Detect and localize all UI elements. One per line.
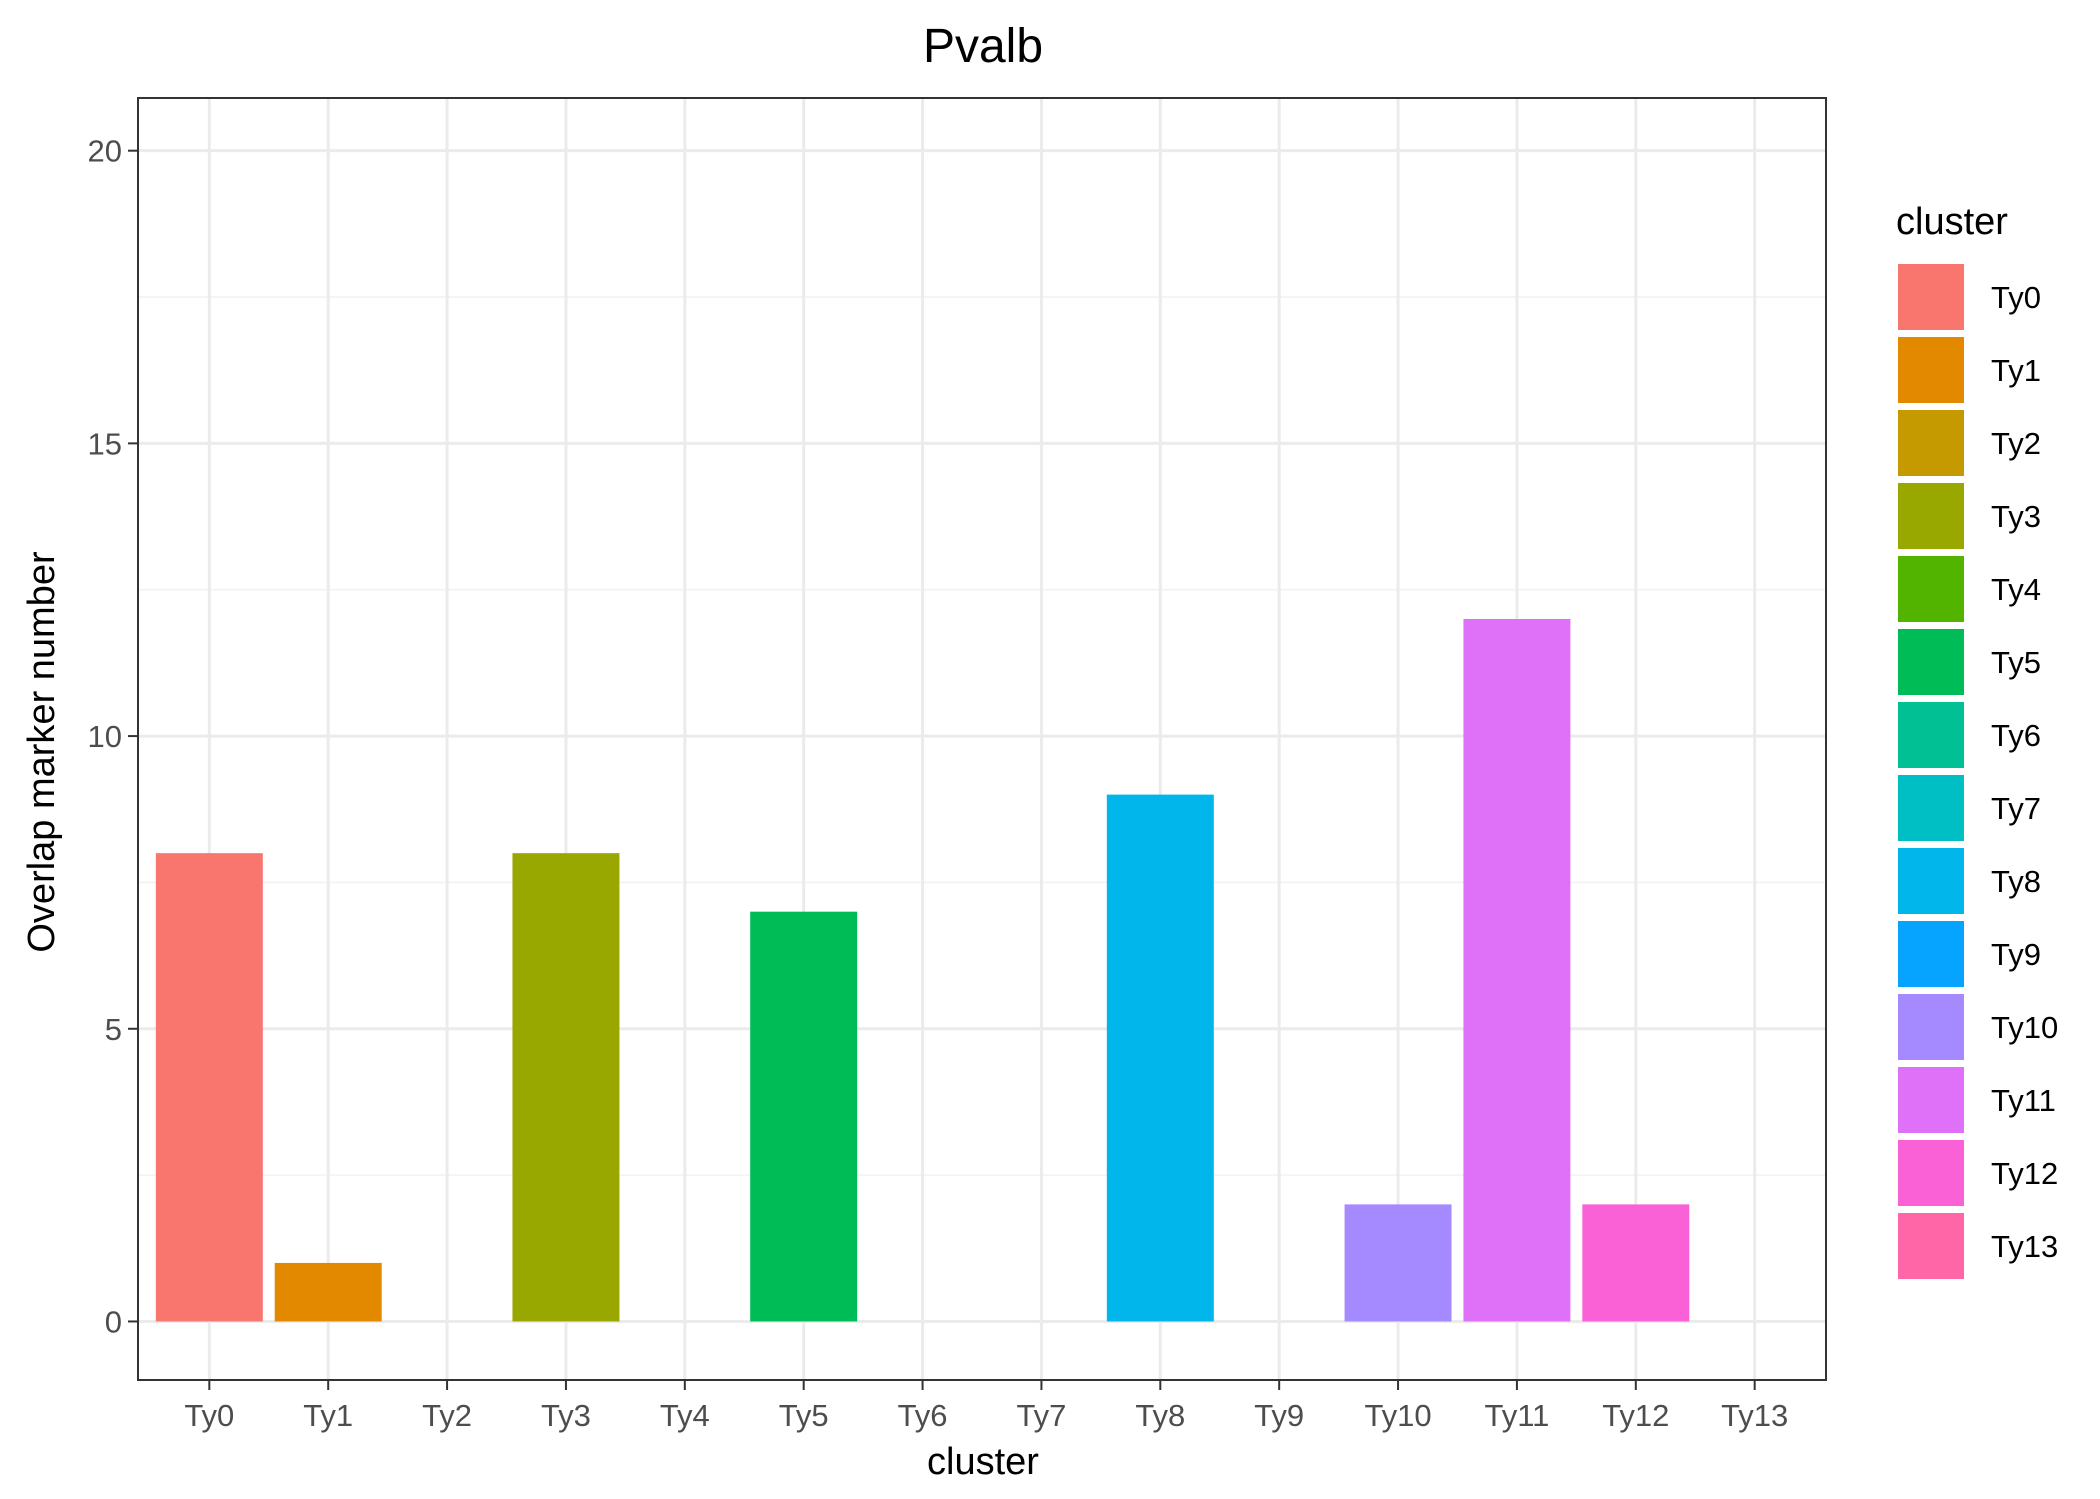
bar-Ty1 [274, 1262, 382, 1322]
legend-label-Ty4: Ty4 [1991, 572, 2041, 607]
legend: cluster Ty0 Ty1 Ty2 Ty3 Ty4 Ty5 Ty6 Ty7 Ty8 Ty9 Ty… [1896, 201, 2058, 1279]
plot-panel: 0 5 10 15 20 Ty0 Ty1 Ty2 Ty3 Ty4 Ty5 Ty6 Ty7 Ty8 Ty9 Ty… [88, 97, 1827, 1433]
chart-title: Pvalb [923, 20, 1043, 73]
legend-label-Ty2: Ty2 [1991, 426, 2041, 461]
legend-label-Ty8: Ty8 [1991, 864, 2041, 899]
x-tick-label: Ty9 [1254, 1398, 1304, 1433]
x-tick-label: Ty5 [779, 1398, 829, 1433]
legend-key-Ty6 [1898, 702, 1964, 768]
legend-title: cluster [1896, 201, 2008, 243]
legend-key-Ty10 [1898, 994, 1964, 1060]
bar-Ty10 [1344, 1204, 1452, 1322]
x-tick-label: Ty11 [1484, 1398, 1549, 1433]
x-tick-label: Ty6 [898, 1398, 948, 1433]
legend-label-Ty5: Ty5 [1991, 645, 2041, 680]
legend-label-Ty1: Ty1 [1991, 353, 2041, 388]
legend-label-Ty13: Ty13 [1991, 1229, 2058, 1264]
legend-key-Ty8 [1898, 848, 1964, 914]
panel-background [138, 98, 1826, 1380]
legend-label-Ty9: Ty9 [1991, 937, 2041, 972]
x-tick-label: Ty4 [660, 1398, 710, 1433]
legend-key-Ty12 [1898, 1140, 1964, 1206]
legend-key-Ty7 [1898, 775, 1964, 841]
legend-key-Ty9 [1898, 921, 1964, 987]
legend-label-Ty12: Ty12 [1991, 1156, 2058, 1191]
y-tick-label: 5 [105, 1012, 122, 1047]
y-tick-label: 10 [88, 719, 122, 754]
panel-border [137, 97, 1827, 1381]
y-tick-label: 20 [88, 134, 122, 169]
x-tick-label: Ty0 [184, 1398, 234, 1433]
bar-Ty3 [512, 853, 620, 1322]
legend-key-Ty11 [1898, 1067, 1964, 1133]
bar-Ty0 [155, 853, 263, 1322]
x-tick-label: Ty1 [303, 1398, 353, 1433]
legend-key-Ty4 [1898, 556, 1964, 622]
x-tick-label: Ty13 [1721, 1398, 1788, 1433]
legend-key-Ty1 [1898, 337, 1964, 403]
bar-Ty12 [1582, 1204, 1690, 1322]
legend-label-Ty6: Ty6 [1991, 718, 2041, 753]
y-axis-title: Overlap marker number [21, 551, 63, 953]
legend-label-Ty3: Ty3 [1991, 499, 2041, 534]
bar-Ty8 [1106, 794, 1214, 1322]
bar-Ty11 [1463, 618, 1571, 1322]
legend-key-Ty5 [1898, 629, 1964, 695]
legend-key-Ty0 [1898, 264, 1964, 330]
x-axis-title: cluster [927, 1441, 1039, 1483]
y-tick-label: 0 [105, 1304, 122, 1339]
x-tick-label: Ty12 [1602, 1398, 1669, 1433]
y-tick-label: 15 [88, 426, 122, 461]
legend-key-Ty2 [1898, 410, 1964, 476]
legend-label-Ty7: Ty7 [1991, 791, 2041, 826]
x-tick-label: Ty7 [1016, 1398, 1066, 1433]
bar-Ty5 [750, 911, 858, 1322]
legend-key-Ty13 [1898, 1213, 1964, 1279]
legend-label-Ty0: Ty0 [1991, 280, 2041, 315]
x-tick-label: Ty10 [1364, 1398, 1431, 1433]
legend-label-Ty11: Ty11 [1991, 1083, 2056, 1118]
x-tick-label: Ty2 [422, 1398, 472, 1433]
legend-key-Ty3 [1898, 483, 1964, 549]
x-tick-label: Ty3 [541, 1398, 591, 1433]
legend-label-Ty10: Ty10 [1991, 1010, 2058, 1045]
x-tick-label: Ty8 [1135, 1398, 1185, 1433]
